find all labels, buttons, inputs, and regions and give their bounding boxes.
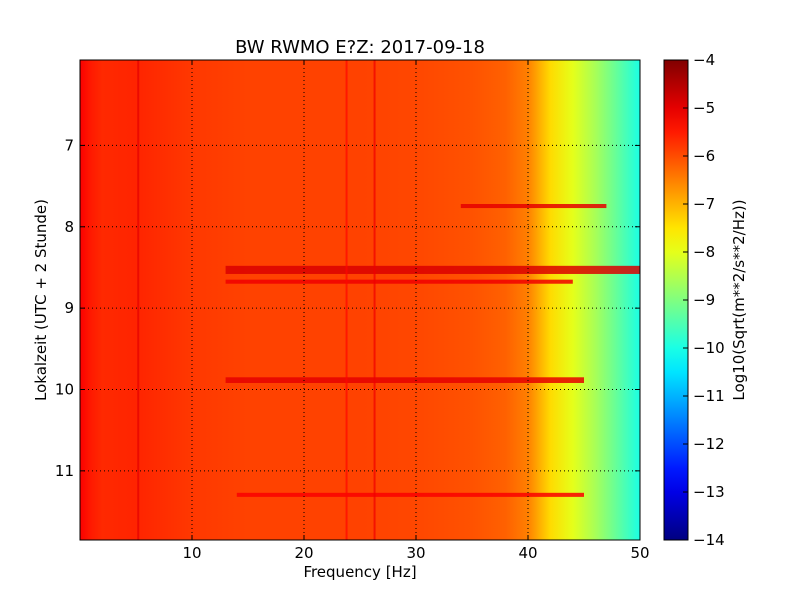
spectral-lines <box>137 60 376 540</box>
spectral-band <box>225 377 584 383</box>
colorbar-axis: −4 −5 −6 −7 −8 −9 −10 −11 −12 −13 −14 <box>683 51 725 549</box>
colorbar-tick-label: −7 <box>693 195 715 213</box>
y-tick-label: 11 <box>55 462 74 480</box>
colorbar-tick-label: −6 <box>693 147 715 165</box>
colorbar-tick-label: −11 <box>693 387 725 405</box>
spectral-band <box>225 279 573 284</box>
plot-area <box>80 60 640 540</box>
chart-title: BW RWMO E?Z: 2017-09-18 <box>235 37 485 58</box>
colorbar-tick-label: −12 <box>693 435 725 453</box>
colorbar-tick-label: −5 <box>693 99 715 117</box>
colorbar-tick-label: −9 <box>693 291 715 309</box>
grid <box>80 60 640 540</box>
x-tick-label: 40 <box>518 544 537 562</box>
y-tick-label: 9 <box>64 299 74 317</box>
colorbar-tick-label: −13 <box>693 483 725 501</box>
spectrogram-background <box>80 60 640 540</box>
x-tick-label: 30 <box>406 544 425 562</box>
colorbar-tick-label: −4 <box>693 51 715 69</box>
x-tick-label: 50 <box>630 544 649 562</box>
y-tick-label: 7 <box>64 136 74 154</box>
colorbar-title: Log10(Sqrt(m**2/s**2/Hz)) <box>730 199 748 400</box>
colorbar-tick-label: −10 <box>693 339 725 357</box>
y-tick-label: 8 <box>64 218 74 236</box>
x-tick-label: 20 <box>294 544 313 562</box>
x-axis-title: Frequency [Hz] <box>303 563 416 581</box>
colorbar-tick-label: −14 <box>693 531 725 549</box>
x-tick-label: 10 <box>182 544 201 562</box>
spectral-band <box>460 204 607 209</box>
plot-frame <box>79 59 641 541</box>
spectral-band <box>236 492 585 497</box>
colorbar-tick-label: −8 <box>693 243 715 261</box>
spectral-bands <box>225 204 640 497</box>
spectral-band <box>225 265 640 274</box>
x-axis: 10 20 30 40 50 <box>182 60 650 562</box>
y-axis: 7 8 9 10 11 <box>55 136 640 480</box>
y-axis-title: Lokalzeit (UTC + 2 Stunde) <box>32 199 50 401</box>
y-tick-label: 10 <box>55 380 74 398</box>
